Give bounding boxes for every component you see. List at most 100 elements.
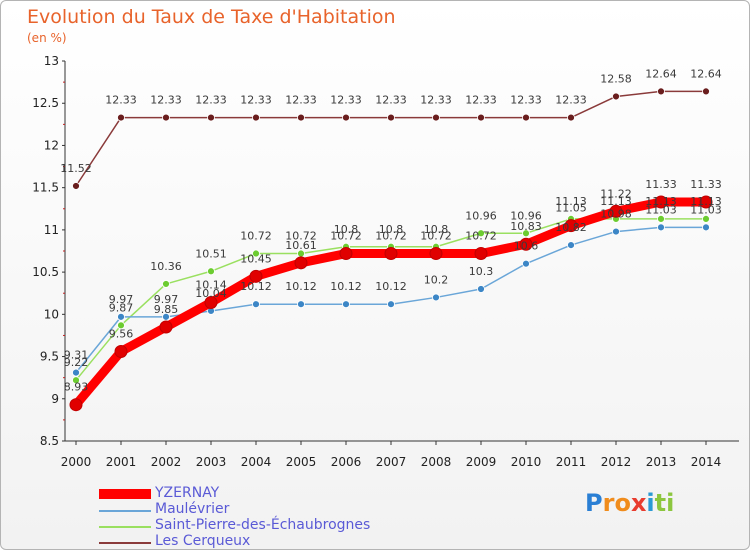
x-tick-label: 2002 <box>151 455 182 469</box>
x-tick-label: 2012 <box>601 455 632 469</box>
data-point <box>162 280 170 288</box>
x-tick-label: 2000 <box>61 455 92 469</box>
data-label: 12.33 <box>240 94 272 107</box>
legend-swatch <box>99 489 151 499</box>
data-label: 9.87 <box>109 301 134 314</box>
unit-label: (en %) <box>27 31 67 45</box>
y-tick-label: 13 <box>44 54 59 68</box>
logo-letter: r <box>602 489 615 517</box>
data-label: 10.72 <box>240 230 272 243</box>
data-label: 12.64 <box>690 67 722 80</box>
data-point <box>72 376 80 385</box>
data-point <box>252 300 260 309</box>
legend-label: Les Cerqueux <box>155 533 251 549</box>
data-point <box>162 113 170 122</box>
data-point <box>294 256 308 270</box>
legend-label: Maulévrier <box>155 501 230 517</box>
x-tick-label: 2006 <box>331 455 362 469</box>
x-tick-label: 2001 <box>106 455 137 469</box>
y-tick-label: 10 <box>44 307 59 321</box>
data-label: 12.33 <box>330 94 362 107</box>
data-point <box>342 113 350 122</box>
data-label: 11.33 <box>645 178 677 191</box>
data-label: 12.33 <box>150 94 182 107</box>
data-label: 12.64 <box>645 67 677 80</box>
data-label: 12.33 <box>420 94 452 107</box>
data-label: 10.6 <box>514 240 539 253</box>
data-label: 11.13 <box>600 195 632 208</box>
data-label: 10.14 <box>195 279 227 292</box>
logo-letter: o <box>614 489 631 517</box>
data-point <box>252 249 260 258</box>
legend-swatch <box>99 510 151 512</box>
data-point <box>342 300 350 309</box>
data-label: 10.04 <box>195 287 227 300</box>
data-point <box>429 247 443 261</box>
data-label: 10.96 <box>510 209 542 222</box>
data-label: 9.31 <box>64 349 89 362</box>
logo-letter: P <box>585 489 603 517</box>
data-point <box>162 312 170 321</box>
data-label: 9.56 <box>109 327 134 340</box>
data-label: 11.22 <box>600 187 632 200</box>
data-label: 9.97 <box>109 293 134 306</box>
data-label: 11.33 <box>690 178 722 191</box>
data-label: 10.82 <box>555 221 587 234</box>
legend-swatch <box>99 526 151 528</box>
x-tick-label: 2013 <box>646 455 677 469</box>
data-point <box>297 300 305 309</box>
y-tick-label: 11 <box>44 223 59 237</box>
data-label: 9.97 <box>154 293 179 306</box>
y-tick-label: 9 <box>51 392 59 406</box>
data-label: 10.12 <box>240 280 272 293</box>
data-point <box>522 259 530 268</box>
data-point <box>702 87 710 96</box>
data-label: 10.45 <box>240 252 272 265</box>
data-point <box>72 368 80 377</box>
data-point <box>474 247 488 261</box>
data-label: 10.72 <box>420 230 452 243</box>
data-point <box>522 113 530 122</box>
data-label: 10.72 <box>285 230 317 243</box>
data-label: 10.96 <box>465 209 497 222</box>
x-tick-label: 2004 <box>241 455 272 469</box>
legend-label: Saint-Pierre-des-Échaubrognes <box>155 517 371 533</box>
logo-letter: i <box>646 489 655 517</box>
proxiti-logo: Proxiti <box>585 489 674 517</box>
data-point <box>387 300 395 309</box>
x-tick-label: 2009 <box>466 455 497 469</box>
data-label: 10.12 <box>375 280 407 293</box>
data-label: 10.36 <box>150 260 182 273</box>
data-point <box>612 92 620 101</box>
data-label: 9.85 <box>154 303 179 316</box>
data-point <box>297 113 305 122</box>
data-label: 12.33 <box>555 94 587 107</box>
data-point <box>477 285 485 293</box>
data-point <box>564 219 578 233</box>
data-point <box>477 113 485 122</box>
y-tick-label: 11.5 <box>32 181 59 195</box>
data-point <box>72 182 80 190</box>
data-label: 10.8 <box>379 223 404 236</box>
data-label: 11.03 <box>690 203 722 216</box>
data-point <box>609 204 623 218</box>
data-label: 10.72 <box>375 230 407 243</box>
data-point <box>117 312 125 321</box>
logo-letter: x <box>630 489 647 517</box>
data-point <box>612 227 620 236</box>
data-point <box>432 113 440 122</box>
data-label: 12.33 <box>105 94 137 107</box>
data-label: 12.33 <box>285 94 317 107</box>
legend-swatch <box>99 542 151 544</box>
data-point <box>657 215 665 223</box>
data-point <box>657 87 665 96</box>
data-point <box>339 247 353 261</box>
data-point <box>567 113 575 122</box>
data-label: 12.33 <box>510 94 542 107</box>
logo-letter: t <box>654 489 667 517</box>
data-label: 10.61 <box>285 239 317 252</box>
data-point <box>432 293 440 302</box>
x-tick-label: 2003 <box>196 455 227 469</box>
logo-letter: i <box>666 489 675 517</box>
data-point <box>384 247 398 261</box>
